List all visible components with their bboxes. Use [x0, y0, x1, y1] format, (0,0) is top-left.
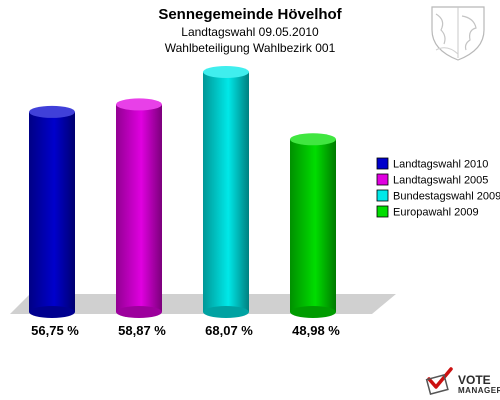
chart-subtitle-date: Landtagswahl 09.05.2010: [181, 25, 319, 39]
bar-1: [29, 105, 75, 318]
value-label-2: 58,87 %: [118, 323, 166, 338]
legend-item-4: Europawahl 2009: [376, 205, 479, 219]
legend-item-1: Landtagswahl 2010: [376, 157, 488, 171]
legend-swatch: [376, 173, 389, 186]
legend-item-2: Landtagswahl 2005: [376, 173, 488, 187]
legend-item-3: Bundestagswahl 2009: [376, 189, 500, 203]
value-label-1: 56,75 %: [31, 323, 79, 338]
legend-swatch: [376, 189, 389, 202]
vote-manager-logo: VOTE MANAGER: [425, 367, 500, 396]
check-mark-icon: [425, 367, 453, 396]
brand-vote-text: VOTE: [458, 373, 491, 387]
chart-subtitle-district: Wahlbeteiligung Wahlbezirk 001: [165, 41, 336, 55]
legend-swatch: [376, 205, 389, 218]
brand-manager-text: MANAGER: [458, 386, 500, 395]
value-label-3: 68,07 %: [205, 323, 253, 338]
coat-of-arms-icon: [431, 6, 485, 61]
legend-label: Landtagswahl 2010: [393, 159, 488, 171]
bar-4: [290, 133, 336, 318]
legend-label: Landtagswahl 2005: [393, 175, 488, 187]
value-label-4: 48,98 %: [292, 323, 340, 338]
legend-label: Europawahl 2009: [393, 207, 479, 219]
legend-swatch: [376, 157, 389, 170]
bar-2: [116, 98, 162, 318]
bar-3: [203, 66, 249, 318]
legend-label: Bundestagswahl 2009: [393, 191, 500, 203]
chart-title: Sennegemeinde Hövelhof: [158, 6, 342, 23]
